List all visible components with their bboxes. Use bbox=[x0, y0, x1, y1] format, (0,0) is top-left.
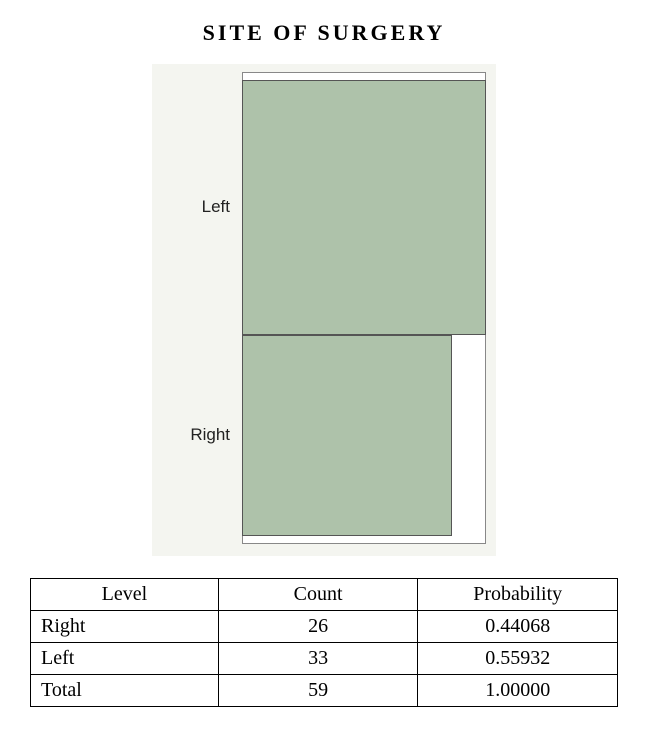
chart-bar bbox=[242, 335, 452, 536]
table-cell: 59 bbox=[218, 675, 418, 707]
table-cell: Right bbox=[31, 611, 219, 643]
table-cell: Total bbox=[31, 675, 219, 707]
frequency-table: LevelCountProbabilityRight260.44068Left3… bbox=[30, 578, 618, 707]
page-title: SITE OF SURGERY bbox=[30, 20, 618, 46]
table-header-row: LevelCountProbability bbox=[31, 579, 618, 611]
table-row: Total591.00000 bbox=[31, 675, 618, 707]
table-cell: 1.00000 bbox=[418, 675, 618, 707]
table-cell: Left bbox=[31, 643, 219, 675]
chart-bar bbox=[242, 80, 486, 335]
chart-plot-area: Left Right bbox=[162, 72, 486, 544]
chart-background: Left Right bbox=[152, 64, 496, 556]
table-row: Right260.44068 bbox=[31, 611, 618, 643]
chart-axis-label: Left bbox=[162, 197, 230, 217]
table-cell: 0.44068 bbox=[418, 611, 618, 643]
table-row: Left330.55932 bbox=[31, 643, 618, 675]
table-cell: 33 bbox=[218, 643, 418, 675]
table-cell: 26 bbox=[218, 611, 418, 643]
table-cell: 0.55932 bbox=[418, 643, 618, 675]
chart-container: Left Right bbox=[30, 64, 618, 556]
table-header-cell: Count bbox=[218, 579, 418, 611]
table-header-cell: Level bbox=[31, 579, 219, 611]
table-header-cell: Probability bbox=[418, 579, 618, 611]
chart-axis-label: Right bbox=[162, 425, 230, 445]
